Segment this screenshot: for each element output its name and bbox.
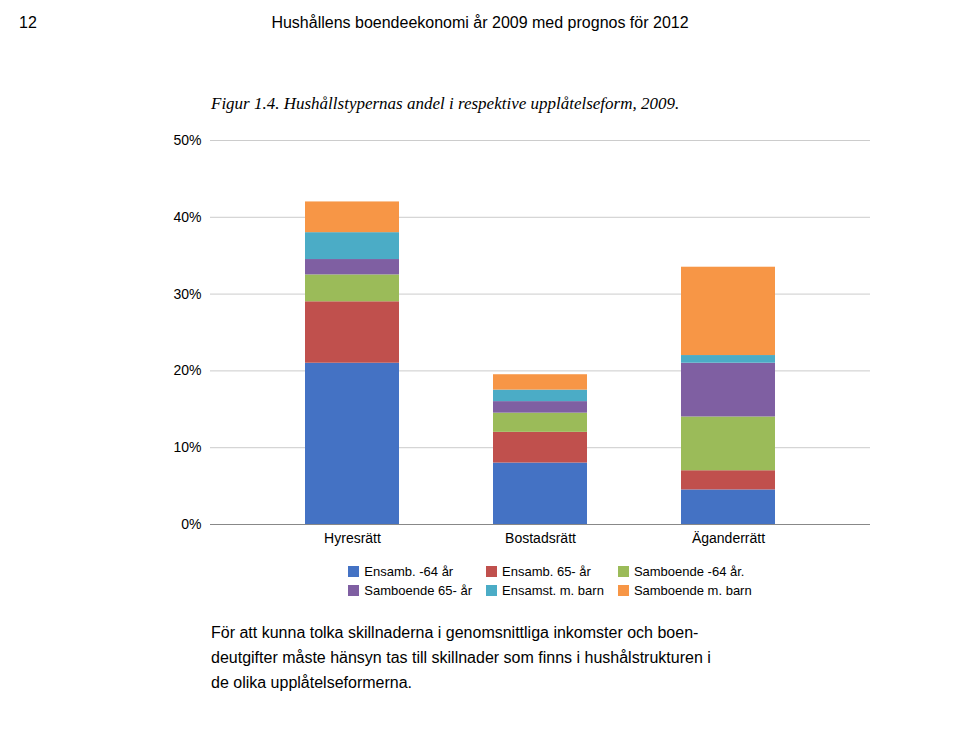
html-text:Samboende 65- år: Samboende 65- år (364, 583, 472, 598)
svg-text:10%: 10% (173, 439, 201, 455)
html-text:För att kunna tolka skillnader: För att kunna tolka skillnaderna i genom… (211, 624, 699, 641)
svg-text:0%: 0% (181, 516, 201, 532)
html-text:Ensamb. -64 år: Ensamb. -64 år (364, 564, 454, 579)
html-text:Samboende m. barn: Samboende m. barn (633, 583, 752, 598)
svg-text:Hyresrätt: Hyresrätt (324, 530, 381, 546)
svg-text:20%: 20% (173, 362, 201, 378)
html-text:Figur 1.4. Hushållstypernas an: Figur 1.4. Hushållstypernas andel i resp… (211, 94, 680, 113)
svg-text:50%: 50% (173, 132, 201, 148)
html-text:Ensamst. m. barn: Ensamst. m. barn (502, 583, 604, 598)
html-text:Ensamb. 65- år: Ensamb. 65- år (502, 564, 591, 579)
svg-text:40%: 40% (173, 209, 201, 225)
html-text:Samboende -64 år.: Samboende -64 år. (633, 564, 745, 579)
html-text:Hushållens boendeekonomi år 20: Hushållens boendeekonomi år 2009 med pro… (271, 14, 689, 31)
html-text:deutgifter måste hänsyn tas ti: deutgifter måste hänsyn tas till skillna… (211, 649, 711, 666)
html-text:12: 12 (19, 14, 37, 31)
html-text:de olika upplåtelseformerna.: de olika upplåtelseformerna. (211, 674, 412, 691)
svg-text:Bostadsrätt: Bostadsrätt (505, 530, 576, 546)
svg-text:Äganderrätt: Äganderrätt (692, 530, 765, 546)
svg-text:30%: 30% (173, 286, 201, 302)
